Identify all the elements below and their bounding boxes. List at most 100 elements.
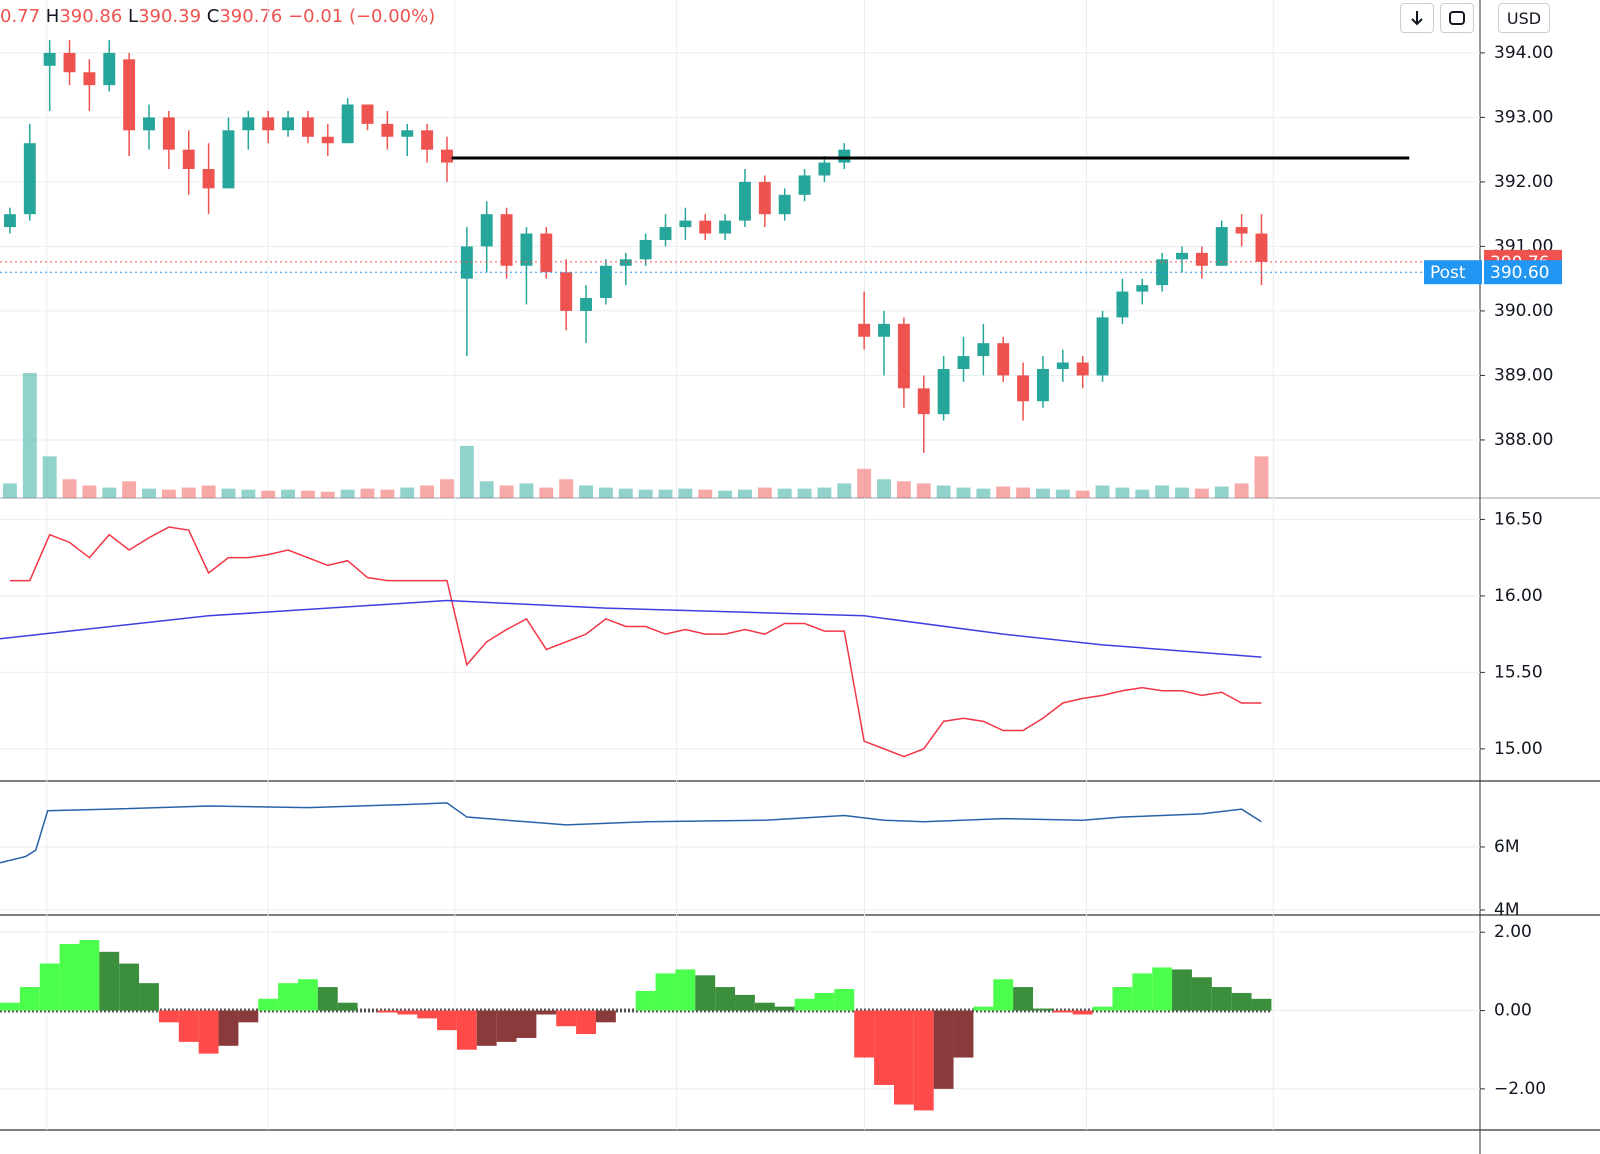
histogram-bar: [893, 1010, 914, 1105]
candle-body: [242, 117, 255, 131]
histogram-bar: [635, 990, 656, 1011]
histogram-bar: [695, 975, 716, 1011]
candle-body: [659, 227, 672, 240]
volume-bar: [1214, 486, 1229, 498]
volume-bar: [1234, 483, 1249, 498]
histogram-bar: [198, 1010, 219, 1054]
volume-bar: [956, 487, 971, 498]
legend-item: H: [40, 6, 60, 27]
histogram-bar: [278, 983, 298, 1011]
volume-bar: [459, 445, 474, 498]
volume-bar: [797, 488, 812, 498]
volume-bar: [1194, 488, 1209, 498]
line-series: [0, 802, 1262, 864]
currency-button[interactable]: USD: [1498, 3, 1550, 33]
y-tick-label: 0.00: [1494, 1001, 1532, 1021]
histogram-bar: [595, 1010, 616, 1023]
volume-bar: [1075, 490, 1090, 498]
candle-body: [599, 265, 612, 299]
candle-body: [3, 214, 16, 228]
volume-bar: [440, 479, 454, 498]
volume-bar: [1115, 487, 1130, 498]
volume-bar: [142, 488, 156, 498]
histogram-bar: [536, 1010, 557, 1015]
histogram-bar: [417, 1010, 438, 1019]
histogram-bar: [675, 969, 696, 1011]
candle-body: [282, 117, 295, 131]
fullscreen-button[interactable]: [1440, 3, 1474, 33]
volume-bar: [598, 487, 613, 498]
histogram-bar: [218, 1010, 239, 1046]
histogram-bar: [1112, 987, 1133, 1011]
pane: 15.00 15.50 16.00 16.50: [0, 498, 1543, 781]
legend-item: L: [122, 6, 139, 27]
pane: 4M 6M: [0, 781, 1519, 920]
candle-body: [540, 233, 553, 273]
candle-body: [1116, 291, 1129, 318]
histogram-bar: [1231, 992, 1252, 1011]
scroll-button[interactable]: [1400, 3, 1434, 33]
histogram-bar: [556, 1010, 577, 1027]
legend-item: 390.86: [59, 6, 123, 27]
volume-bar: [340, 489, 355, 498]
candle-body: [460, 246, 473, 279]
pane: 388.00389.00390.00391.00392.00393.00394.…: [0, 0, 1562, 498]
volume-bar: [1135, 489, 1150, 498]
histogram-bar: [1013, 987, 1034, 1011]
volume-bar: [618, 488, 633, 498]
candle-body: [43, 52, 56, 66]
y-tick-label: 2.00: [1494, 922, 1532, 942]
candle-body: [520, 233, 533, 266]
histogram-bar: [456, 1010, 477, 1050]
volume-bar: [1016, 487, 1031, 498]
histogram-bar: [476, 1010, 497, 1046]
candle-body: [679, 220, 692, 228]
candle-body: [341, 104, 354, 144]
candle-body: [103, 52, 116, 86]
candle-body: [739, 181, 751, 221]
candle-body: [480, 214, 493, 247]
volume-bar: [281, 489, 296, 498]
candle-body: [897, 323, 910, 389]
candle-body: [758, 181, 771, 215]
volume-bar: [122, 481, 137, 498]
legend-item: C: [201, 6, 220, 27]
volume-bar: [916, 483, 931, 498]
histogram-bar: [59, 943, 80, 1011]
histogram-bar: [854, 1010, 875, 1058]
volume-bar: [777, 488, 792, 498]
y-tick-label: 388.00: [1494, 430, 1553, 450]
volume-bar: [996, 486, 1011, 498]
volume-bar: [2, 483, 17, 498]
volume-bar: [102, 487, 117, 498]
volume-bar: [300, 490, 315, 498]
histogram-bar: [377, 1010, 398, 1013]
price-tag-label: Post: [1430, 263, 1466, 283]
candle-body: [798, 175, 811, 195]
histogram-bar: [715, 987, 736, 1011]
candle-body: [441, 149, 453, 163]
histogram-bar: [437, 1010, 457, 1031]
candle-body: [401, 130, 414, 137]
y-tick-label: 393.00: [1494, 107, 1553, 127]
candle-body: [182, 149, 195, 170]
candle-body: [1235, 227, 1248, 234]
volume-bar: [221, 488, 236, 498]
candle-body: [361, 104, 374, 124]
candle-body: [1176, 252, 1188, 260]
price-label: 390.60: [1490, 263, 1549, 283]
candle-body: [63, 52, 76, 73]
histogram-bar: [655, 973, 676, 1011]
volume-bar: [896, 481, 911, 498]
volume-bar: [698, 489, 713, 498]
histogram-bar: [774, 1006, 795, 1011]
candle-body: [23, 143, 36, 215]
histogram-bar: [238, 1010, 259, 1023]
histogram-bar: [1191, 977, 1212, 1011]
histogram-bar: [993, 979, 1014, 1011]
volume-bar: [877, 479, 891, 498]
volume-bar: [201, 485, 216, 498]
histogram-bar: [337, 1002, 358, 1011]
